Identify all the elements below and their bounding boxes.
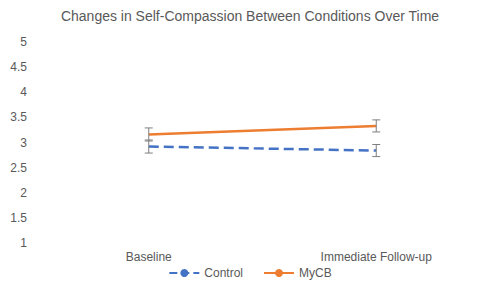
svg-text:1: 1 (20, 236, 27, 250)
svg-text:Control: Control (204, 266, 243, 280)
svg-text:MyCB: MyCB (299, 266, 332, 280)
svg-text:4: 4 (20, 85, 27, 99)
svg-text:Changes in Self-Compassion Bet: Changes in Self-Compassion Between Condi… (61, 8, 439, 24)
svg-text:2.5: 2.5 (10, 161, 27, 175)
svg-text:Baseline: Baseline (126, 250, 172, 264)
svg-text:1.5: 1.5 (10, 211, 27, 225)
svg-text:Immediate Follow-up: Immediate Follow-up (321, 250, 433, 264)
svg-text:5: 5 (20, 35, 27, 49)
svg-text:3.5: 3.5 (10, 110, 27, 124)
svg-text:2: 2 (20, 186, 27, 200)
svg-text:3: 3 (20, 136, 27, 150)
svg-text:4.5: 4.5 (10, 60, 27, 74)
